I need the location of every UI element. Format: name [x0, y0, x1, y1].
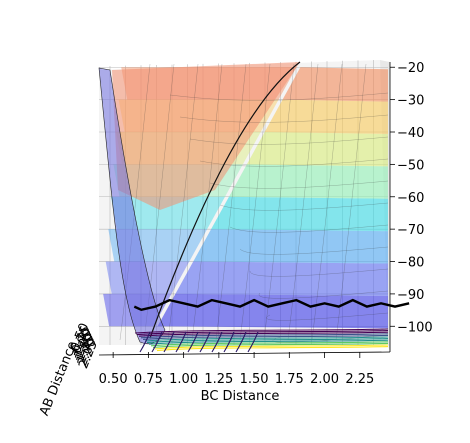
x-tick-label: 1.75	[275, 372, 304, 387]
surface-band	[264, 99, 388, 134]
x-axis-line	[98, 351, 391, 356]
surface-band	[193, 229, 388, 264]
contour-line	[199, 331, 211, 353]
x-tick-label: 2.00	[310, 372, 339, 387]
surface-band	[282, 67, 388, 102]
contour-line	[150, 341, 389, 347]
z-tick-label: −30	[397, 94, 424, 109]
z-tick-label: −50	[397, 158, 424, 173]
mesh-line	[311, 63, 343, 341]
surface-band	[157, 293, 388, 329]
mesh-line	[209, 180, 389, 189]
z-tick-label: −20	[397, 61, 424, 76]
z-axis-ticks: −20 −30 −40 −50 −60 −70 −80 −90 −100	[390, 61, 433, 335]
mesh-line	[258, 290, 389, 299]
mesh-line	[335, 63, 367, 341]
contour-line	[187, 331, 199, 353]
z-tick-label: −40	[397, 126, 424, 141]
mesh-line	[239, 63, 271, 341]
mesh-line	[167, 63, 199, 341]
mesh-line	[189, 136, 389, 145]
z-tick-label: −70	[397, 223, 424, 238]
mesh-line	[229, 224, 389, 233]
contour-line	[151, 331, 163, 353]
mesh-line	[215, 63, 247, 341]
mesh-line	[219, 202, 389, 211]
mesh-line	[179, 114, 389, 123]
surface-band	[246, 132, 388, 167]
surface-band	[228, 164, 388, 199]
surface-mesh	[119, 63, 389, 343]
x-axis-title: BC Distance	[201, 389, 280, 404]
contour-line	[156, 346, 389, 352]
ridge-curve	[149, 61, 301, 339]
contour-line	[138, 331, 389, 337]
mesh-line	[287, 63, 319, 341]
x-tick-label: 1.50	[240, 372, 269, 387]
contour-line	[223, 331, 235, 353]
contour-line	[142, 334, 389, 340]
x-tick-label: 1.25	[204, 372, 233, 387]
mesh-line	[119, 63, 151, 341]
x-tick-label: 0.50	[99, 372, 128, 387]
contour-line	[175, 331, 187, 353]
surface-top-region	[112, 62, 300, 210]
mesh-line	[191, 63, 223, 341]
surface-band	[175, 261, 388, 296]
x-tick-label: 2.25	[345, 372, 374, 387]
contour-line	[163, 331, 175, 353]
y-axis-title: AB Distance	[37, 339, 80, 418]
mesh-line	[249, 268, 389, 277]
mesh-line	[169, 92, 389, 101]
contour-line	[144, 336, 389, 342]
mesh-line	[199, 158, 389, 167]
contour-line	[247, 331, 259, 353]
contour-line	[140, 333, 389, 339]
contour-line	[136, 330, 389, 336]
x-tick-label: 0.75	[134, 372, 163, 387]
z-tick-label: −90	[397, 288, 424, 303]
contour-line	[154, 344, 389, 350]
z-tick-label: −100	[397, 320, 433, 335]
mesh-line	[239, 246, 389, 255]
x-axis-ticks: 0.50 0.75 1.00 1.25 1.50 1.75 2.00 2.25	[99, 352, 374, 387]
contour-line	[235, 331, 247, 353]
contour-line	[152, 342, 389, 348]
surface-band	[211, 196, 388, 232]
contour-line	[139, 331, 151, 353]
z-tick-label: −80	[397, 256, 424, 271]
z-tick-label: −60	[397, 191, 424, 206]
mesh-line	[263, 63, 295, 341]
contour-line	[134, 328, 389, 334]
trajectory-line	[133, 298, 410, 312]
contour-line	[211, 331, 223, 353]
x-tick-label: 1.00	[169, 372, 198, 387]
contour-line	[148, 339, 389, 345]
base-contours	[134, 328, 389, 353]
